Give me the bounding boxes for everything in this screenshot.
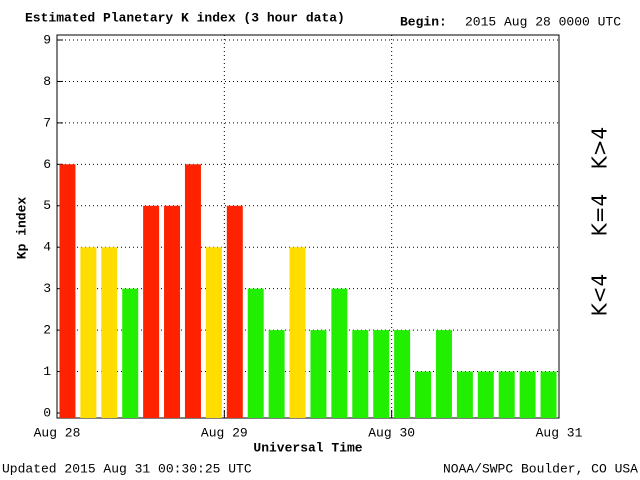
- x-axis-label: Universal Time: [253, 440, 362, 455]
- y-tick-label: 6: [43, 157, 51, 172]
- bar: [435, 330, 452, 418]
- bar: [373, 330, 390, 418]
- legend-entry: K<4: [588, 274, 612, 317]
- y-tick-label: 1: [43, 364, 51, 379]
- y-tick-label: 0: [43, 405, 51, 420]
- bar: [143, 205, 160, 418]
- y-tick-label: 5: [43, 198, 51, 213]
- bar: [59, 164, 76, 418]
- bar: [226, 205, 243, 418]
- y-tick-label: 8: [43, 74, 51, 89]
- bar: [268, 330, 285, 418]
- bar: [164, 205, 181, 418]
- bar: [456, 371, 473, 418]
- bar: [498, 371, 515, 418]
- bar: [415, 371, 432, 418]
- bar: [310, 330, 327, 418]
- bar: [205, 247, 222, 418]
- updated: Updated 2015 Aug 31 00:30:25 UTC: [2, 461, 252, 476]
- source: NOAA/SWPC Boulder, CO USA: [443, 461, 638, 476]
- chart-title: Estimated Planetary K index (3 hour data…: [25, 10, 345, 25]
- y-tick-label: 7: [43, 115, 51, 130]
- y-tick-label: 3: [43, 281, 51, 296]
- bar: [289, 247, 306, 418]
- x-tick-label: Aug 31: [536, 425, 583, 440]
- y-tick-label: 9: [43, 32, 51, 47]
- y-tick-label: 4: [43, 240, 51, 255]
- x-tick-label: Aug 28: [34, 425, 81, 440]
- y-tick-label: 2: [43, 323, 51, 338]
- legend-entry: K=4: [588, 194, 612, 237]
- plot-frame: [56, 34, 560, 419]
- bar: [80, 247, 97, 418]
- x-tick-label: Aug 29: [201, 425, 248, 440]
- bar: [184, 164, 201, 418]
- bar: [352, 330, 369, 418]
- legend-entry: K>4: [588, 127, 612, 170]
- y-axis-label: Kp index: [14, 197, 29, 260]
- bar: [394, 330, 411, 418]
- bar: [247, 288, 264, 418]
- bar: [122, 288, 139, 418]
- bar: [101, 247, 118, 418]
- bar: [519, 371, 536, 418]
- begin-label: Begin:: [400, 14, 447, 29]
- begin-date: 2015 Aug 28 0000 UTC: [465, 14, 621, 29]
- bar: [477, 371, 494, 418]
- bar: [331, 288, 348, 418]
- x-tick-label: Aug 30: [368, 425, 415, 440]
- bar: [540, 371, 557, 418]
